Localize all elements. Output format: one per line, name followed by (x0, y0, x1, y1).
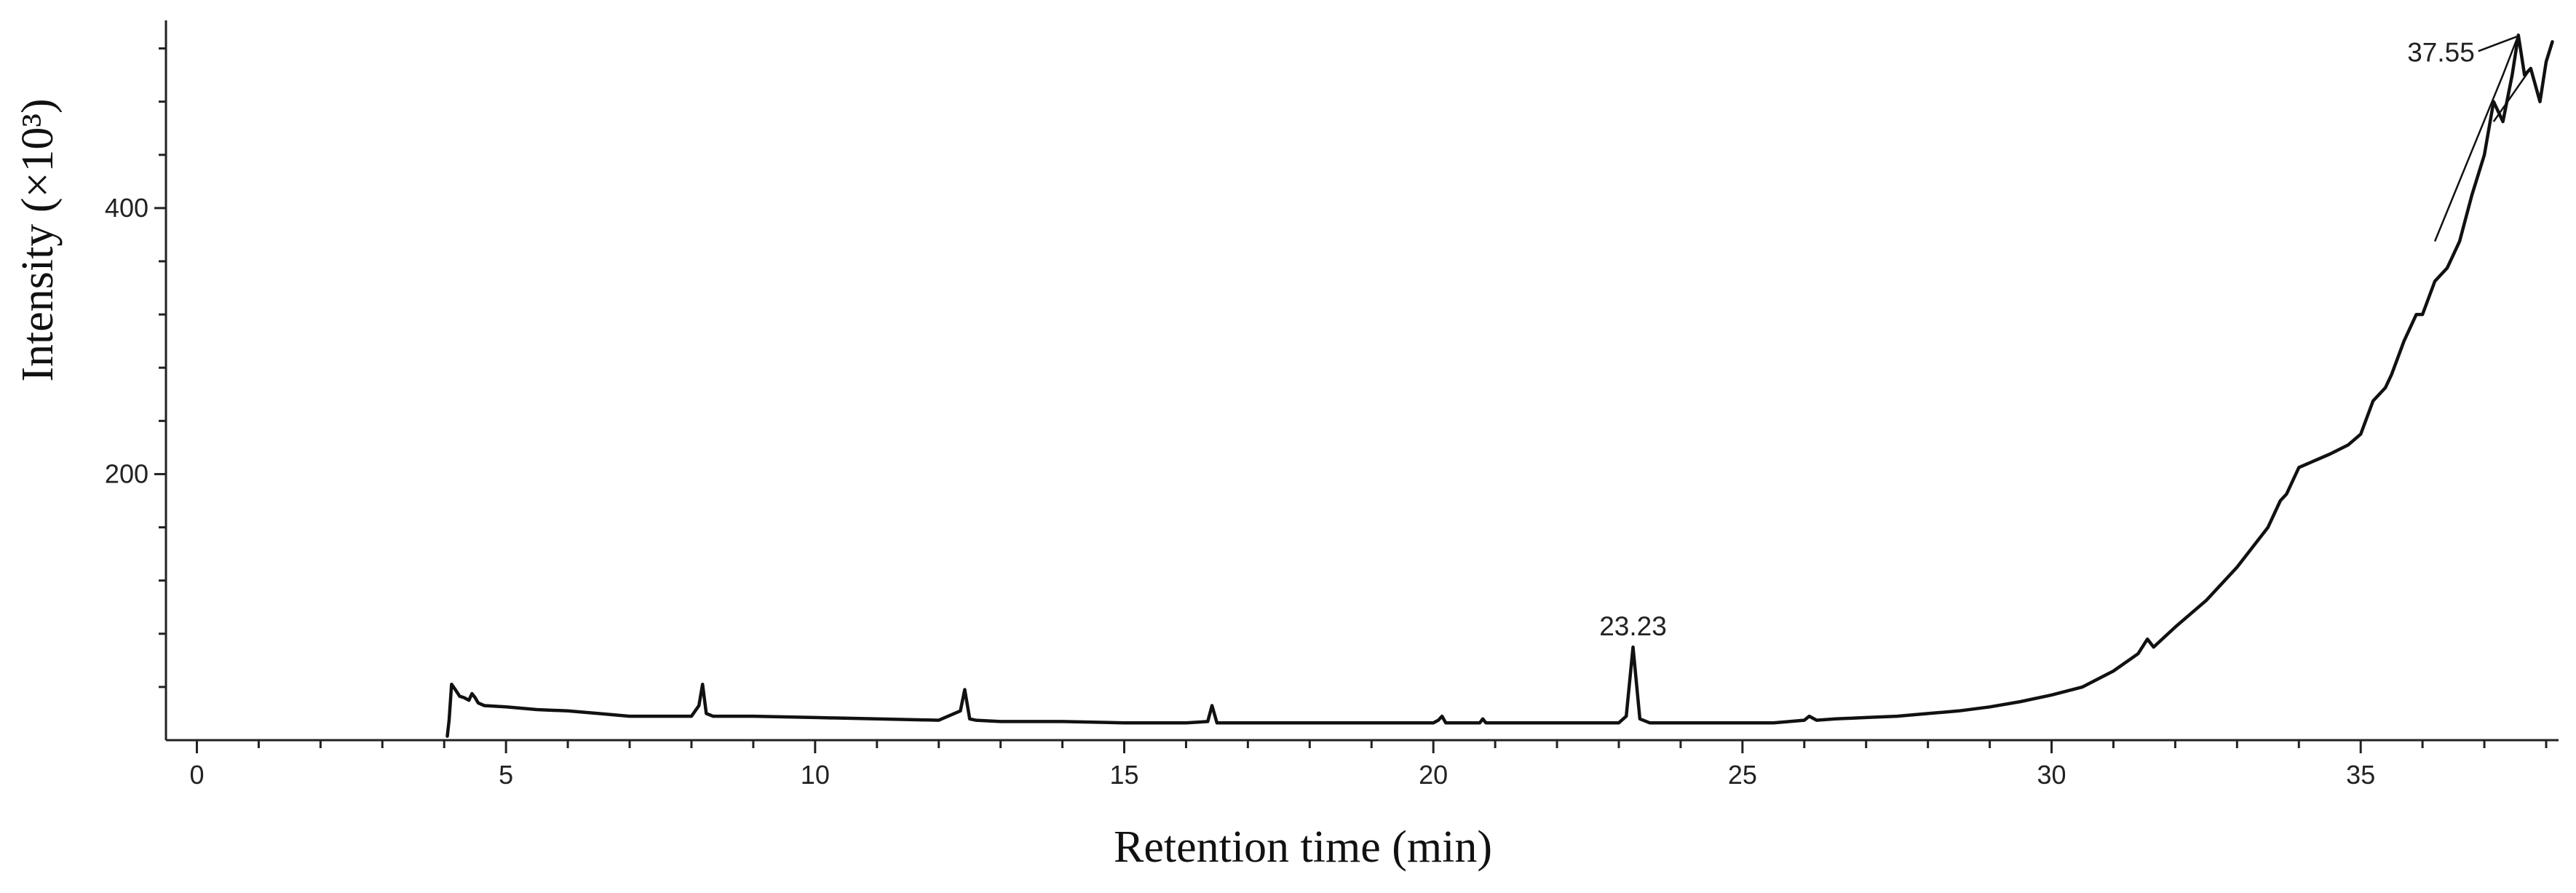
plot-area (445, 33, 2554, 738)
annotation-layer: 23.23 37.55 (1599, 36, 2518, 641)
baseline-trace (2492, 68, 2532, 122)
y-tick-label: 200 (105, 459, 148, 488)
y-axis-title: Intensity (×10³) (13, 98, 63, 381)
x-tick-label: 25 (1728, 760, 1757, 790)
x-tick-label: 30 (2037, 760, 2066, 790)
x-tick-label: 10 (801, 760, 830, 790)
x-axis-title: Retention time (min) (1114, 822, 1492, 872)
y-tick-label: 400 (105, 193, 148, 223)
x-tick-label: 5 (499, 760, 513, 790)
x-tick-label: 15 (1109, 760, 1138, 790)
baseline-trace (2433, 34, 2519, 242)
x-tick-label: 35 (2346, 760, 2375, 790)
x-tick-label: 0 (189, 760, 204, 790)
chromatogram-trace (445, 33, 2554, 738)
x-tick-label: 20 (1419, 760, 1448, 790)
peak-label: 37.55 (2407, 37, 2475, 67)
x-axis: 0 5 10 15 20 25 30 35 (166, 739, 2559, 790)
peak-label-leader (2478, 36, 2518, 52)
y-axis: 200 400 (105, 20, 167, 740)
peak-label: 23.23 (1599, 611, 1667, 641)
